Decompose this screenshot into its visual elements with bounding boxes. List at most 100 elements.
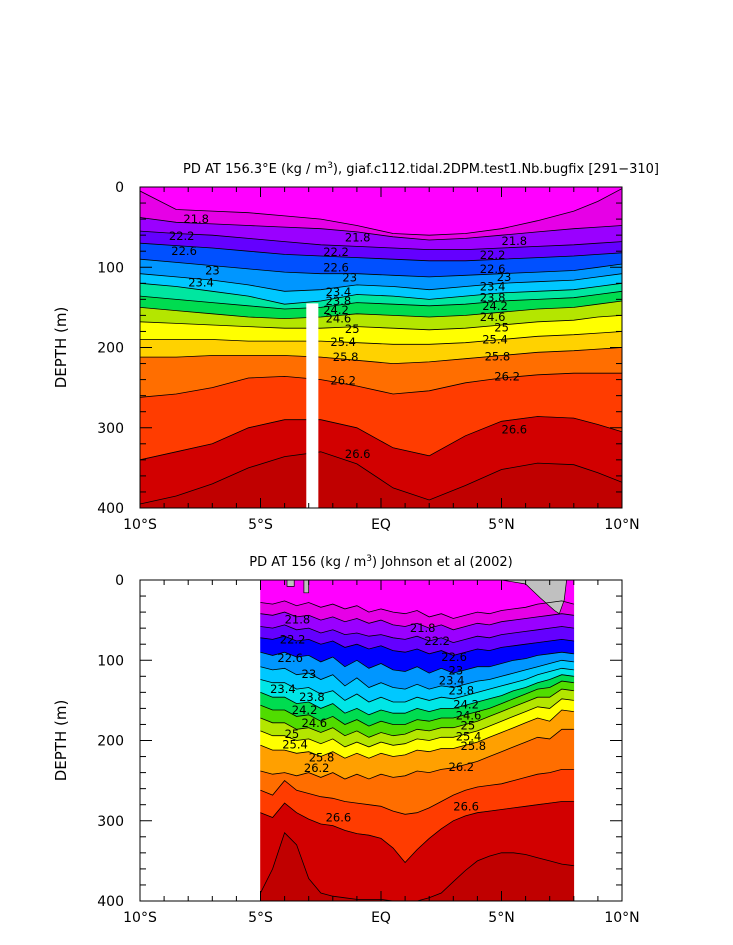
isopycnal-22-2 <box>260 624 574 644</box>
isopycnal-21-6 <box>260 600 574 619</box>
isopycnal-23-8 <box>260 667 574 703</box>
isopycnal-22-2 <box>140 230 622 250</box>
contour-label: 26.2 <box>449 760 475 774</box>
isopycnal-24-2 <box>260 674 574 716</box>
y-tick-label: 300 <box>97 421 124 437</box>
isopycnal-26-6 <box>260 801 574 864</box>
contour-label: 23.8 <box>299 690 325 704</box>
isopycnal-21-8 <box>140 217 622 241</box>
chart-title-text: ) Johnson et al (2002) <box>372 555 513 570</box>
contour-label: 25.8 <box>461 739 487 753</box>
contour-label: 22.2 <box>169 229 195 243</box>
contour-label: 26.2 <box>330 373 356 387</box>
contour-label: 26.6 <box>502 422 528 436</box>
contour-label: 23.4 <box>480 280 506 294</box>
x-tick-label: 5°N <box>488 910 514 926</box>
x-tick-label: 10°S <box>123 517 157 533</box>
contour-label: 24.6 <box>456 709 482 723</box>
x-tick-label: 10°S <box>123 910 157 926</box>
chart-title-superscript: 3 <box>327 161 333 171</box>
x-tick-label: 10°N <box>604 517 639 533</box>
contour-label: 22.2 <box>323 245 349 259</box>
isopycnal-24-6 <box>140 300 622 320</box>
contour-label: 25.4 <box>330 335 356 349</box>
contour-label: 21.8 <box>345 231 371 245</box>
contour-label: 24.2 <box>482 299 508 313</box>
masked-column <box>306 303 319 508</box>
panel-model: 21.822.222.62323.421.822.222.62323.423.8… <box>52 161 659 533</box>
y-tick-label: 100 <box>97 653 124 669</box>
chart-title: PD AT 156 (kg / m3) Johnson et al (2002) <box>249 554 513 570</box>
contour-label: 25.8 <box>485 349 511 363</box>
isopycnal-23-4 <box>260 659 574 690</box>
contour-labels: 21.822.222.62323.421.822.222.62323.423.8… <box>169 212 527 461</box>
isopycnal-25-8 <box>260 709 574 759</box>
contour-label: 22.6 <box>171 244 197 258</box>
x-tick-label: 5°N <box>488 517 514 533</box>
contour-label: 26.2 <box>494 369 520 383</box>
x-tick-label: EQ <box>371 910 391 926</box>
isopycnal-24-2 <box>140 290 622 310</box>
contour-lines <box>140 188 622 505</box>
y-tick-label: 100 <box>97 260 124 276</box>
contour-label: 25 <box>345 322 360 336</box>
contour-label: 23.8 <box>326 294 352 308</box>
contour-label: 22.6 <box>480 262 506 276</box>
x-tick-label: EQ <box>371 517 391 533</box>
ticks <box>139 186 623 509</box>
y-tick-label: 0 <box>115 180 124 196</box>
contour-label: 24.2 <box>323 303 349 317</box>
isopycnal-21-6 <box>140 188 622 236</box>
panel-observations: 21.822.222.62323.423.824.224.62525.425.8… <box>52 554 640 926</box>
contour-label: 25 <box>285 727 300 741</box>
contour-label: 23 <box>497 270 512 284</box>
chart-title-text: ), giaf.c112.tidal.2DPM.test1.Nb.bugfix … <box>333 162 659 177</box>
contour-label: 26.6 <box>453 799 479 813</box>
isopycnal-26-2 <box>140 372 622 398</box>
y-axis-label: DEPTH (m) <box>52 307 70 389</box>
isopycnal-23-4 <box>140 273 622 292</box>
isopycnal-21-8 <box>260 611 574 631</box>
contour-label: 22.2 <box>280 632 306 646</box>
contour-label: 23 <box>302 667 317 681</box>
isopycnal-26-6 <box>140 416 622 461</box>
chart-title: PD AT 156.3°E (kg / m3), giaf.c112.tidal… <box>183 161 659 177</box>
isopycnal-23 <box>140 258 622 278</box>
y-tick-label: 300 <box>97 814 124 830</box>
chart-title-superscript: 3 <box>366 554 372 564</box>
contour-label: 23.4 <box>439 673 465 687</box>
contour-label: 25 <box>461 718 476 732</box>
isopycnal-26-8 <box>140 451 622 505</box>
contour-label: 22.6 <box>441 650 467 664</box>
contour-label: 23 <box>449 664 464 678</box>
isopycnal-26-8 <box>260 832 574 901</box>
contour-label: 24.2 <box>453 697 479 711</box>
chart-title-text: PD AT 156.3°E (kg / m <box>183 162 327 177</box>
contour-label: 22.6 <box>277 651 303 665</box>
contour-label: 25 <box>494 320 509 334</box>
y-tick-label: 200 <box>97 341 124 357</box>
isopycnal-25 <box>260 688 574 738</box>
contour-lines <box>260 600 574 901</box>
y-axis-label: DEPTH (m) <box>52 700 70 782</box>
ticks <box>139 579 623 902</box>
contour-label: 22.2 <box>480 248 506 262</box>
contour-label: 21.8 <box>410 621 436 635</box>
contour-label: 24.6 <box>480 310 506 324</box>
contour-label: 21.8 <box>183 212 209 226</box>
contour-label: 23 <box>205 264 220 278</box>
x-tick-label: 5°S <box>248 910 273 926</box>
y-tick-label: 200 <box>97 734 124 750</box>
contour-label: 23.4 <box>270 682 296 696</box>
contour-label: 22.6 <box>323 260 349 274</box>
isopycnal-26-4 <box>260 769 574 815</box>
contour-label: 25.4 <box>282 738 308 752</box>
isopycnal-25 <box>140 315 622 331</box>
contour-label: 23.4 <box>188 276 214 290</box>
contour-label: 23 <box>342 271 357 285</box>
isopycnal-26-2 <box>260 728 574 780</box>
contour-labels: 21.822.222.62323.423.824.224.62525.425.8… <box>270 612 486 824</box>
contour-label: 21.8 <box>285 612 311 626</box>
contour-label: 23.8 <box>480 291 506 305</box>
